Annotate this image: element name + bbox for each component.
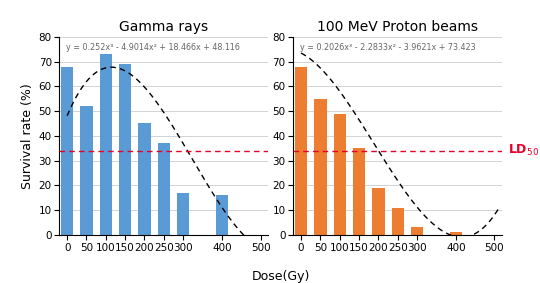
Text: y = 0.252x³ - 4.9014x² + 18.466x + 48.116: y = 0.252x³ - 4.9014x² + 18.466x + 48.11… [66, 43, 240, 52]
Bar [353, 148, 365, 235]
Bar [372, 188, 384, 235]
Bar [392, 208, 404, 235]
Bar [295, 67, 307, 235]
Bar [177, 193, 190, 235]
Bar [99, 54, 112, 235]
Bar [314, 99, 327, 235]
Bar [334, 113, 346, 235]
Title: 100 MeV Proton beams: 100 MeV Proton beams [318, 20, 478, 34]
Text: LD$_{50}$: LD$_{50}$ [509, 143, 539, 158]
Bar [119, 64, 131, 235]
Text: Dose(Gy): Dose(Gy) [252, 270, 310, 283]
Y-axis label: Survival rate (%): Survival rate (%) [22, 83, 35, 189]
Bar [450, 232, 462, 235]
Bar [215, 195, 228, 235]
Bar [80, 106, 93, 235]
Bar [61, 67, 73, 235]
Bar [158, 143, 170, 235]
Bar [411, 228, 423, 235]
Bar [138, 123, 151, 235]
Text: y = 0.2026x³ - 2.2833x² - 3.9621x + 73.423: y = 0.2026x³ - 2.2833x² - 3.9621x + 73.4… [300, 43, 475, 52]
Title: Gamma rays: Gamma rays [119, 20, 208, 34]
